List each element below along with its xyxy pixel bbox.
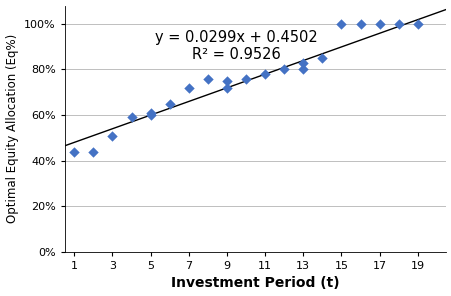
Y-axis label: Optimal Equity Allocation (Eq%): Optimal Equity Allocation (Eq%) <box>5 34 18 223</box>
Point <box>394 21 401 26</box>
Point <box>147 110 154 115</box>
X-axis label: Investment Period (t): Investment Period (t) <box>171 276 339 290</box>
Point <box>261 72 268 76</box>
Point <box>223 78 230 83</box>
Point <box>147 113 154 118</box>
Point <box>109 133 116 138</box>
Point <box>185 85 192 90</box>
Point <box>128 115 135 120</box>
Point <box>299 60 306 65</box>
Point <box>280 67 287 72</box>
Point <box>413 21 420 26</box>
Point <box>356 21 364 26</box>
Point <box>70 149 78 154</box>
Point <box>204 76 211 81</box>
Point <box>242 76 249 81</box>
Point <box>90 149 97 154</box>
Point <box>223 85 230 90</box>
Point <box>299 67 306 72</box>
Point <box>337 21 344 26</box>
Point <box>166 101 173 106</box>
Point <box>375 21 382 26</box>
Text: y = 0.0299x + 0.4502
R² = 0.9526: y = 0.0299x + 0.4502 R² = 0.9526 <box>155 30 317 62</box>
Point <box>318 56 325 60</box>
